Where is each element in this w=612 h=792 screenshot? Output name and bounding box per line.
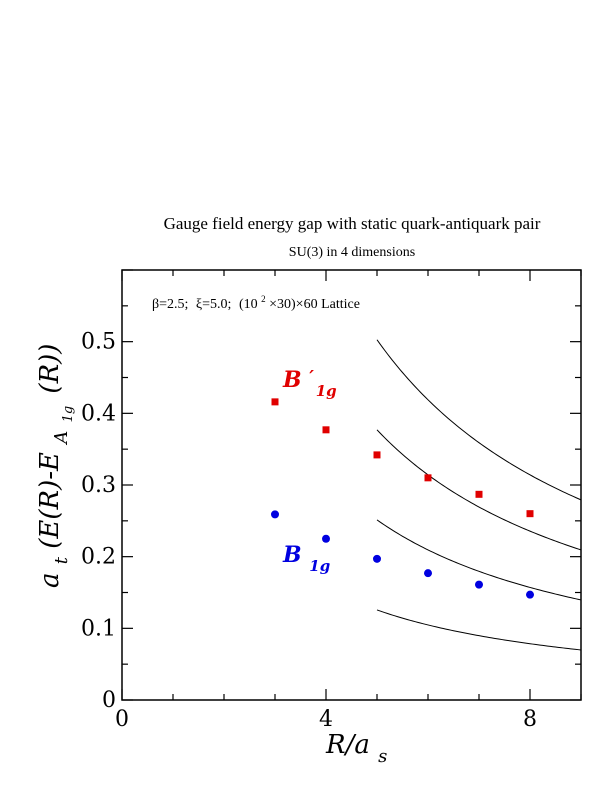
lattice-annotation: β=2.5; ξ=5.0; (10 2 ×30)×60 Lattice (152, 291, 360, 312)
data-point-series1 (271, 510, 279, 519)
y-tick-label: 0 (102, 688, 116, 713)
series-label-b1g-prime-sub: 1g (316, 382, 337, 400)
x-tick-label: 8 (523, 707, 537, 732)
theory-curve-n4 (376, 339, 582, 501)
annotation-beta: β=2.5; (152, 297, 188, 312)
data-point-series0 (424, 474, 432, 482)
x-axis-label: R/a s (325, 730, 387, 767)
data-point-series1 (373, 554, 381, 563)
y-axis-label: a t (E(R)-E A 1g (R)) (35, 344, 79, 588)
annotation-lattice-open: (10 (239, 297, 258, 312)
x-tick-label: 4 (319, 707, 333, 732)
theory-curve-n3 (376, 429, 582, 551)
plot-frame (121, 269, 582, 701)
x-axis-label-sub: s (378, 746, 387, 767)
data-point-series0 (322, 426, 330, 434)
x-tick-label: 0 (115, 707, 129, 732)
curves (376, 339, 582, 651)
y-axis-label-mid: (E(R)-E (35, 452, 65, 549)
series-label-b1g-sub: 1g (309, 557, 330, 575)
y-axis-label-a-sub: t (51, 556, 72, 564)
series-label-b1g-main: B (282, 542, 302, 568)
series-label-b1g-prime-main: B (282, 367, 302, 393)
series-label-b1g-prime: B ′ 1g (282, 363, 337, 400)
annotation-xi: ξ=5.0; (196, 297, 232, 312)
y-tick-label: 0.5 (81, 330, 116, 355)
data-point-series1 (526, 590, 534, 599)
annotation-lattice-close: ×30)×60 Lattice (269, 297, 360, 312)
y-tick-label: 0.4 (81, 401, 116, 426)
data-point-series1 (322, 534, 330, 543)
y-tick-label: 0.3 (81, 473, 116, 498)
theory-curve-n1 (376, 609, 582, 651)
y-axis-label-a: a (35, 572, 65, 588)
y-tick-label: 0.1 (81, 616, 116, 641)
chart-subtitle: SU(3) in 4 dimensions (289, 245, 415, 260)
series-label-b1g-prime-prime: ′ (309, 367, 314, 388)
ticks (121, 269, 582, 701)
y-tick-label: 0.2 (81, 545, 116, 570)
data-point-series0 (526, 510, 534, 518)
y-axis-label-end: (R)) (35, 344, 65, 394)
y-axis-label-e-sub: A (51, 431, 72, 446)
data-point-series1 (424, 569, 432, 578)
x-axis-label-main: R/a (325, 730, 370, 760)
points (271, 398, 534, 599)
tick-labels: 0 4 8 0 0.1 0.2 0.3 0.4 0.5 (81, 330, 537, 732)
data-point-series1 (475, 580, 483, 589)
data-point-series0 (475, 490, 483, 498)
y-axis-label-e-subsub: 1g (61, 406, 76, 423)
chart-title: Gauge field energy gap with static quark… (164, 214, 541, 233)
data-point-series0 (271, 398, 279, 406)
data-point-series0 (373, 451, 381, 459)
theory-curve-n2 (376, 519, 582, 601)
series-label-b1g: B 1g (282, 542, 330, 575)
annotation-lattice-sup: 2 (261, 294, 266, 304)
